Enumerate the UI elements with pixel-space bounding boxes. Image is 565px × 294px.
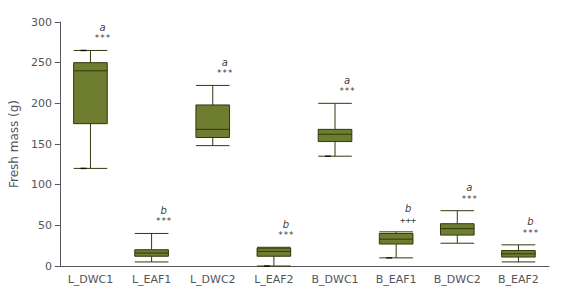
svg-text:a: a	[222, 57, 228, 68]
svg-text:L_DWC2: L_DWC2	[190, 273, 236, 286]
svg-text:b: b	[405, 203, 411, 214]
svg-text:B_EAF2: B_EAF2	[498, 273, 539, 286]
svg-text:200: 200	[31, 97, 52, 110]
svg-text:b: b	[160, 205, 166, 216]
svg-text:B_DWC1: B_DWC1	[311, 273, 358, 286]
svg-text:B_EAF1: B_EAF1	[376, 273, 417, 286]
svg-text:+++: +++	[400, 215, 417, 225]
svg-text:a: a	[99, 22, 105, 33]
svg-text:250: 250	[31, 56, 52, 69]
svg-text:L_EAF1: L_EAF1	[132, 273, 171, 286]
svg-text:300: 300	[31, 16, 52, 29]
svg-text:100: 100	[31, 178, 52, 191]
svg-text:***: ***	[155, 216, 171, 226]
svg-text:L_DWC1: L_DWC1	[68, 273, 114, 286]
svg-text:***: ***	[278, 230, 294, 240]
svg-text:b: b	[527, 216, 533, 227]
svg-text:0: 0	[45, 260, 52, 273]
svg-text:B_DWC2: B_DWC2	[434, 273, 481, 286]
svg-text:a: a	[344, 75, 350, 86]
svg-text:Fresh mass (g): Fresh mass (g)	[7, 100, 21, 188]
svg-text:***: ***	[522, 228, 538, 238]
svg-text:***: ***	[94, 33, 110, 43]
svg-text:50: 50	[38, 219, 52, 232]
svg-text:***: ***	[461, 194, 477, 204]
svg-text:***: ***	[339, 86, 355, 96]
svg-text:b: b	[283, 219, 289, 230]
svg-text:L_EAF2: L_EAF2	[254, 273, 293, 286]
svg-text:***: ***	[217, 68, 233, 78]
svg-text:a: a	[466, 182, 472, 193]
svg-text:150: 150	[31, 138, 52, 151]
